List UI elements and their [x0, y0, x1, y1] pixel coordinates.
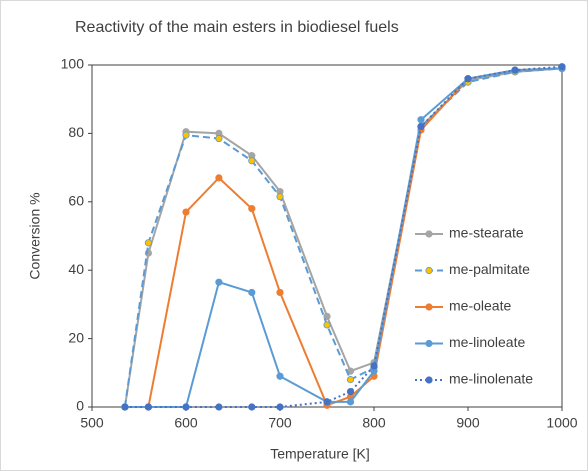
- point: [182, 131, 190, 139]
- point: [182, 208, 190, 216]
- point: [144, 403, 152, 411]
- y-tick-label: 60: [68, 193, 84, 209]
- legend-marker: [425, 376, 433, 384]
- point: [346, 376, 355, 384]
- point: [417, 122, 425, 131]
- point: [346, 398, 355, 406]
- legend-marker: [425, 266, 433, 275]
- y-axis-label: Conversion %: [27, 192, 43, 279]
- point: [248, 288, 256, 297]
- point: [215, 278, 223, 286]
- y-tick-label: 40: [68, 261, 84, 277]
- x-tick-label: 500: [80, 415, 104, 431]
- point: [276, 288, 284, 297]
- point: [323, 398, 331, 406]
- point: [215, 403, 223, 411]
- point: [248, 157, 256, 165]
- point: [276, 193, 284, 201]
- point: [144, 239, 152, 247]
- legend-label: me-linolenate: [449, 371, 533, 387]
- y-tick-label: 0: [76, 398, 84, 414]
- point: [370, 362, 378, 370]
- x-tick-label: 700: [268, 415, 292, 431]
- chart-title: Reactivity of the main esters in biodies…: [75, 19, 399, 36]
- point: [276, 403, 284, 411]
- point: [323, 312, 331, 320]
- point: [248, 205, 256, 213]
- y-tick-label: 100: [61, 56, 85, 72]
- point: [464, 75, 472, 83]
- x-tick-label: 1000: [546, 415, 577, 431]
- point: [121, 403, 129, 411]
- legend-label: me-oleate: [449, 298, 511, 314]
- x-tick-label: 600: [174, 415, 198, 431]
- point: [558, 63, 566, 71]
- point: [215, 134, 223, 143]
- point: [248, 403, 256, 411]
- point: [417, 116, 425, 124]
- legend-label: me-palmitate: [449, 261, 530, 277]
- y-tick-label: 80: [68, 124, 84, 140]
- point: [276, 372, 284, 380]
- x-axis-label: Temperature [K]: [270, 446, 370, 462]
- y-tick-label: 20: [68, 329, 84, 345]
- x-tick-label: 900: [456, 415, 480, 431]
- point: [182, 403, 190, 411]
- point: [346, 388, 355, 396]
- legend-label: me-linoleate: [449, 334, 525, 350]
- x-tick-label: 800: [362, 415, 386, 431]
- legend-marker: [425, 230, 433, 238]
- legend-marker: [425, 339, 433, 348]
- point: [215, 174, 223, 182]
- point: [323, 321, 331, 329]
- legend-label: me-stearate: [449, 225, 524, 241]
- legend-marker: [425, 303, 433, 311]
- point: [511, 66, 519, 74]
